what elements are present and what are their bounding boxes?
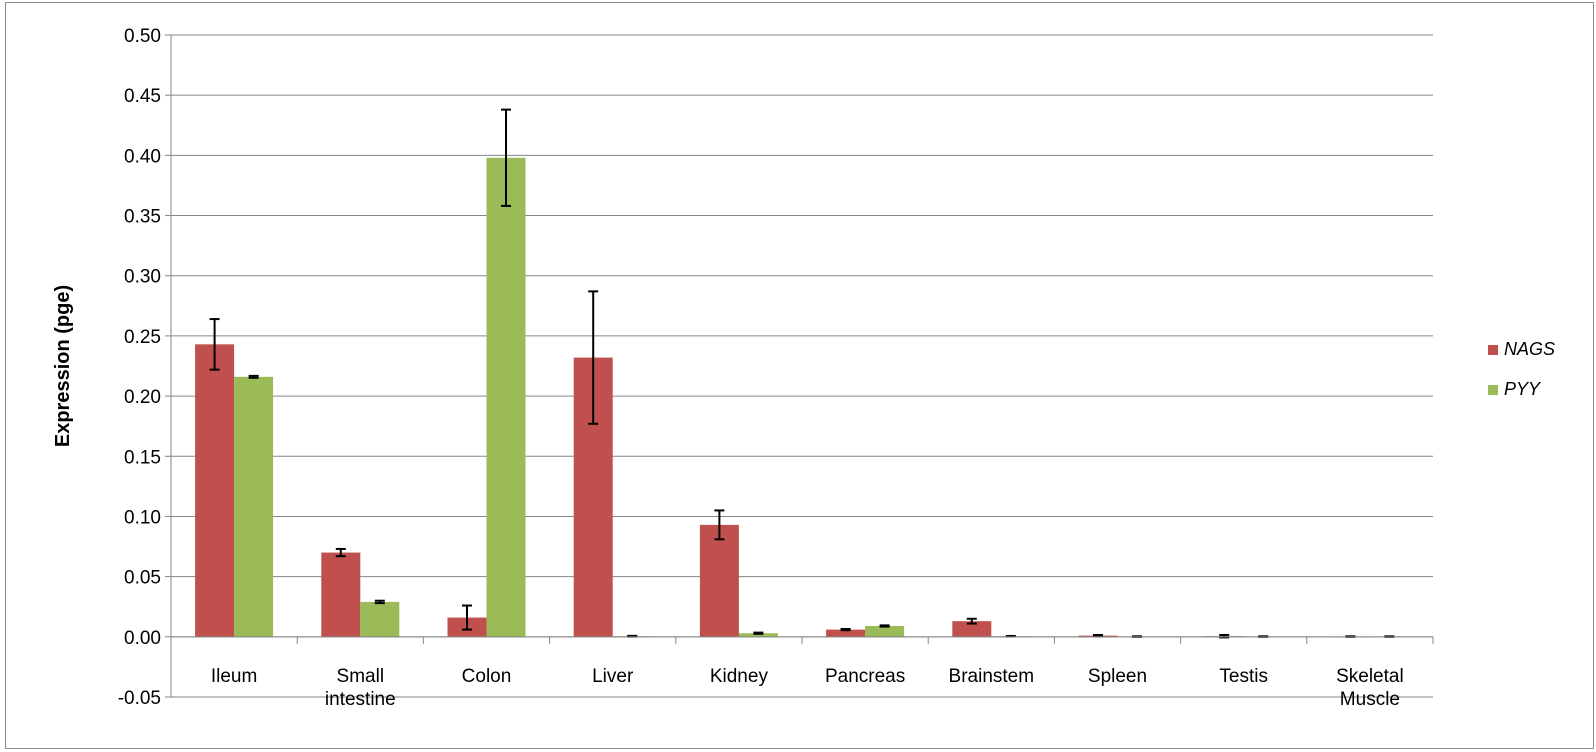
error-bar-nags-4: [714, 509, 725, 541]
legend-swatch: [1488, 385, 1498, 395]
x-tick-label: Kidney: [710, 666, 769, 687]
error-bars: [209, 108, 1395, 639]
y-tick-label: 0.20: [124, 387, 161, 408]
error-bar-nags-3: [588, 290, 599, 425]
bar-nags-6: [952, 621, 992, 637]
bar-nags-4: [699, 524, 739, 637]
y-tick-label: 0.50: [124, 26, 161, 47]
bar-pyy-4: [738, 633, 778, 637]
legend-label: PYY: [1504, 379, 1542, 399]
x-tick-label: Brainstem: [949, 666, 1035, 687]
error-bar-pyy-5: [879, 624, 890, 628]
error-bar-pyy-4: [753, 631, 764, 635]
x-tick-label: Skeletal Muscle: [1336, 666, 1404, 710]
bar-pyy-2: [486, 157, 526, 637]
bar-nags-5: [826, 629, 866, 637]
x-tick-label: Ileum: [211, 666, 257, 687]
x-tick-label: Testis: [1219, 666, 1268, 687]
bar-nags-1: [321, 552, 361, 637]
error-bar-nags-2: [462, 604, 472, 631]
legend-item-pyy: PYY: [1488, 379, 1542, 399]
y-axis-label: Expression (pge): [52, 285, 74, 447]
bars: [195, 157, 1409, 638]
y-tick-label: 0.00: [124, 628, 161, 649]
x-tick-label: Small intestine: [325, 666, 396, 710]
y-tick-label: 0.45: [124, 86, 161, 107]
bar-nags-0: [195, 344, 235, 637]
legend-swatch: [1488, 345, 1498, 355]
x-tick-label: Spleen: [1088, 666, 1147, 687]
y-axis-ticks: -0.05 0.00 0.05 0.10 0.15 0.20 0.25 0.30 0.35 0.4…: [118, 26, 171, 709]
y-tick-label: -0.05: [118, 688, 161, 709]
y-tick-label: 0.25: [124, 327, 161, 348]
y-tick-label: 0.30: [124, 267, 161, 288]
legend-item-nags: NAGS: [1488, 339, 1555, 359]
error-bar-nags-6: [966, 617, 977, 625]
y-tick-label: 0.40: [124, 146, 161, 167]
legend: NAGS PYY: [1488, 339, 1555, 399]
x-tick-label: Liver: [592, 666, 634, 687]
bar-pyy-0: [234, 376, 274, 637]
error-bar-pyy-1: [374, 599, 385, 605]
x-tick-label: Colon: [462, 666, 512, 687]
error-bar-pyy-2: [501, 108, 511, 207]
x-axis-ticks: Ileum Small intestine Colon Liver Kidney Pancr…: [211, 666, 1404, 710]
error-bar-nags-7: [1093, 634, 1103, 638]
error-bar-nags-1: [335, 547, 346, 558]
legend-label: NAGS: [1504, 339, 1555, 359]
axes: [170, 35, 1434, 697]
y-tick-label: 0.15: [124, 447, 161, 468]
error-bar-pyy-0: [248, 374, 259, 379]
error-bar-nags-5: [840, 627, 851, 632]
y-tick-label: 0.05: [124, 568, 161, 589]
y-tick-label: 0.10: [124, 507, 161, 528]
error-bar-nags-0: [209, 318, 220, 371]
bar-pyy-5: [865, 625, 905, 637]
x-tick-label: Pancreas: [825, 666, 905, 687]
y-tick-label: 0.35: [124, 207, 161, 228]
bar-pyy-1: [360, 601, 400, 637]
